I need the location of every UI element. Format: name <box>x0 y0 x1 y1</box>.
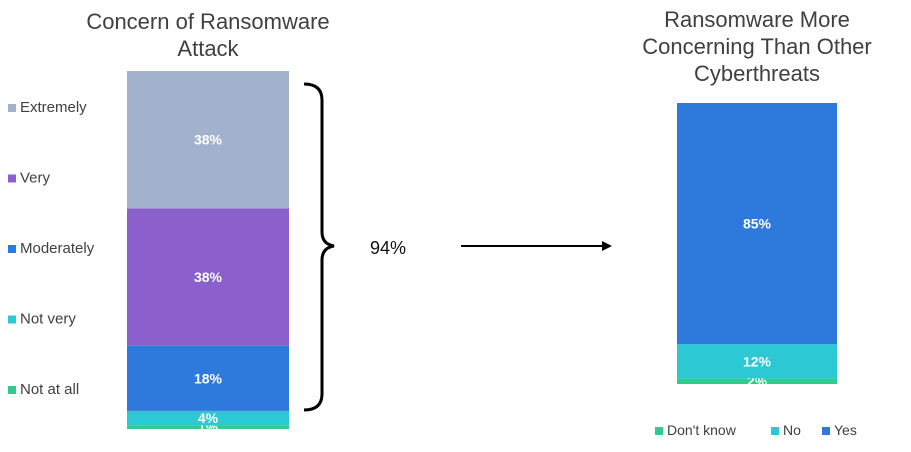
right-legend-swatch <box>655 427 663 435</box>
left-bar-segment-moderately <box>127 345 289 411</box>
left-legend-label: Moderately <box>20 240 95 257</box>
left-chart-title-line: Attack <box>177 36 239 61</box>
right-bar-segment-don-t-know <box>677 378 837 384</box>
left-data-label: 38% <box>194 269 223 285</box>
left-legend-swatch <box>8 315 16 324</box>
arrow-head-icon <box>602 241 612 251</box>
left-legend-swatch <box>8 104 16 112</box>
right-chart-title-line: Ransomware More <box>664 7 850 32</box>
right-legend-label: Don't know <box>667 422 737 438</box>
right-bar-segment-no <box>677 344 837 379</box>
bracket-brace <box>303 82 335 412</box>
left-legend-label: Extremely <box>20 99 87 116</box>
left-data-label: 18% <box>194 370 223 386</box>
left-chart-title-line: Concern of Ransomware <box>86 9 329 34</box>
right-data-label: 85% <box>743 216 772 232</box>
right-chart-title-line: Concerning Than Other <box>642 34 872 59</box>
right-legend-label: No <box>783 422 801 438</box>
left-data-label: 38% <box>194 132 223 148</box>
right-chart-title-line: Cyberthreats <box>694 61 820 86</box>
left-legend-swatch <box>8 245 16 253</box>
left-legend-swatch <box>8 174 16 183</box>
left-legend-label: Very <box>20 170 51 187</box>
right-bar-segment-yes <box>677 103 837 345</box>
right-legend-label: Yes <box>834 422 857 438</box>
right-legend-swatch <box>771 427 779 435</box>
left-legend-swatch <box>8 386 16 394</box>
left-bar-segment-extremely <box>127 71 289 209</box>
left-legend-label: Not very <box>20 311 76 328</box>
right-data-label: 12% <box>743 353 772 369</box>
left-legend-label: Not at all <box>20 381 79 398</box>
bracket-total-label: 94% <box>370 238 406 258</box>
left-data-label: 4% <box>198 410 219 426</box>
left-bar-segment-not-at-all <box>127 425 289 429</box>
right-legend-swatch <box>822 427 830 435</box>
left-bar-segment-very <box>127 208 289 346</box>
left-bar-segment-not-very <box>127 410 289 426</box>
